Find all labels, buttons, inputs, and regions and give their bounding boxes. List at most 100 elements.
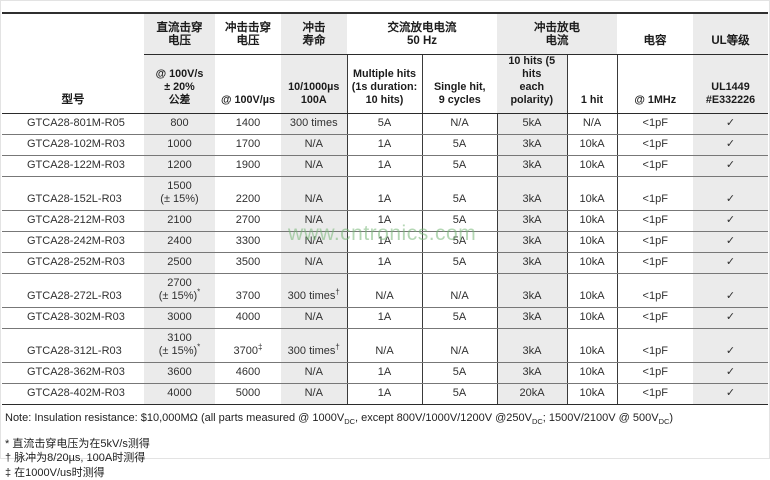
capacitance-cell: <1pF <box>617 231 693 252</box>
impulse-life-cell: 300 times† <box>281 328 347 362</box>
impulse-breakdown-cell: 3700‡ <box>215 328 281 362</box>
insulation-resistance-note: Note: Insulation resistance: $10,000MΩ (… <box>5 412 768 424</box>
note-text: ; 1500V/2100V @ 500V <box>543 412 659 424</box>
dc-breakdown-cell: 4000 <box>144 383 215 404</box>
impulse-life-cell: N/A <box>281 307 347 328</box>
surge-1hit-cell: 10kA <box>567 307 617 328</box>
note-text: ) <box>669 412 673 424</box>
dc-breakdown-cell: 2700 (± 15%)* <box>144 273 215 307</box>
surge-10hits-cell: 3kA <box>497 134 567 155</box>
impulse-breakdown-group-header: 冲击击穿 电压 <box>215 13 281 54</box>
impulse-breakdown-sub-header: @ 100V/µs <box>215 54 281 113</box>
impulse-breakdown-cell: 1400 <box>215 113 281 134</box>
surge-1hit-cell: 10kA <box>567 176 617 210</box>
datasheet-page: { "colors": { "column_shade": "#ebebeb",… <box>0 0 770 459</box>
capacitance-cell: <1pF <box>617 134 693 155</box>
table-header: 型号 直流击穿 电压 冲击击穿 电压 冲击 寿命 交流放电电流 50 Hz 冲击… <box>2 13 768 113</box>
dc-breakdown-cell: 2400 <box>144 231 215 252</box>
ul-rating-group-header: UL等级 <box>693 13 768 54</box>
ul-check-cell: ✓ <box>693 176 768 210</box>
dc-breakdown-cell: 3600 <box>144 362 215 383</box>
impulse-breakdown-cell: 2200 <box>215 176 281 210</box>
model-cell: GTCA28-402M-R03 <box>2 383 144 404</box>
ac-single-hit-cell: 5A <box>422 383 497 404</box>
impulse-life-cell: N/A <box>281 231 347 252</box>
impulse-breakdown-cell: 1900 <box>215 155 281 176</box>
surge-10hits-cell: 3kA <box>497 362 567 383</box>
dc-breakdown-cell: 800 <box>144 113 215 134</box>
surge-1hit-cell: 10kA <box>567 383 617 404</box>
ac-single-hit-cell: 5A <box>422 134 497 155</box>
impulse-breakdown-cell: 3300 <box>215 231 281 252</box>
surge-10hits-cell: 3kA <box>497 210 567 231</box>
capacitance-cell: <1pF <box>617 155 693 176</box>
surge-1hit-cell: 10kA <box>567 273 617 307</box>
ul-check-cell: ✓ <box>693 155 768 176</box>
ac-multiple-hits-cell: 1A <box>347 383 422 404</box>
ac-multiple-hits-sub-header: Multiple hits (1s duration: 10 hits) <box>347 54 422 113</box>
surge-1hit-cell: 10kA <box>567 210 617 231</box>
dc-breakdown-cell: 2500 <box>144 252 215 273</box>
capacitance-cell: <1pF <box>617 307 693 328</box>
note-subscript-dc: DC <box>659 417 670 426</box>
impulse-breakdown-cell: 5000 <box>215 383 281 404</box>
surge-10hits-cell: 20kA <box>497 383 567 404</box>
ac-single-hit-cell: 5A <box>422 252 497 273</box>
capacitance-group-header: 电容 <box>617 13 693 54</box>
surge-10hits-cell: 3kA <box>497 273 567 307</box>
footnote-asterisk: * 直流击穿电压为在5kV/s测得 <box>5 437 768 452</box>
model-cell: GTCA28-212M-R03 <box>2 210 144 231</box>
ul-rating-sub-header: UL1449 #E332226 <box>693 54 768 113</box>
note-subscript-dc: DC <box>344 417 355 426</box>
note-text: Note: Insulation resistance: $10,000MΩ (… <box>5 412 344 424</box>
capacitance-cell: <1pF <box>617 113 693 134</box>
dc-breakdown-cell: 2100 <box>144 210 215 231</box>
ac-multiple-hits-cell: 5A <box>347 113 422 134</box>
model-column-header: 型号 <box>2 13 144 113</box>
model-cell: GTCA28-272L-R03 <box>2 273 144 307</box>
ul-check-cell: ✓ <box>693 210 768 231</box>
ac-multiple-hits-cell: 1A <box>347 362 422 383</box>
ul-check-cell: ✓ <box>693 231 768 252</box>
impulse-life-cell: N/A <box>281 210 347 231</box>
ac-multiple-hits-cell: N/A <box>347 328 422 362</box>
ul-check-cell: ✓ <box>693 273 768 307</box>
model-cell: GTCA28-302M-R03 <box>2 307 144 328</box>
ac-discharge-group-header: 交流放电电流 50 Hz <box>347 13 497 54</box>
impulse-life-cell: N/A <box>281 252 347 273</box>
ac-single-hit-cell: 5A <box>422 155 497 176</box>
note-text: , except 800V/1000V/1200V @250V <box>355 412 532 424</box>
ac-multiple-hits-cell: 1A <box>347 252 422 273</box>
ac-single-hit-cell: N/A <box>422 273 497 307</box>
surge-1hit-cell: 10kA <box>567 231 617 252</box>
ac-single-hit-cell: N/A <box>422 113 497 134</box>
surge-1hit-cell: 10kA <box>567 155 617 176</box>
capacitance-cell: <1pF <box>617 210 693 231</box>
dc-breakdown-cell: 3100 (± 15%)* <box>144 328 215 362</box>
surge-1hit-sub-header: 1 hit <box>567 54 617 113</box>
surge-1hit-cell: 10kA <box>567 134 617 155</box>
impulse-breakdown-cell: 4600 <box>215 362 281 383</box>
impulse-life-cell: N/A <box>281 155 347 176</box>
model-cell: GTCA28-242M-R03 <box>2 231 144 252</box>
ul-check-cell: ✓ <box>693 113 768 134</box>
dc-breakdown-cell: 3000 <box>144 307 215 328</box>
model-cell: GTCA28-801M-R05 <box>2 113 144 134</box>
ul-check-cell: ✓ <box>693 328 768 362</box>
surge-10hits-cell: 3kA <box>497 307 567 328</box>
ul-check-cell: ✓ <box>693 134 768 155</box>
dc-breakdown-group-header: 直流击穿 电压 <box>144 13 215 54</box>
surge-1hit-cell: N/A <box>567 113 617 134</box>
capacitance-cell: <1pF <box>617 252 693 273</box>
surge-10hits-cell: 3kA <box>497 252 567 273</box>
impulse-breakdown-cell: 2700 <box>215 210 281 231</box>
impulse-life-cell: N/A <box>281 383 347 404</box>
surge-1hit-cell: 10kA <box>567 362 617 383</box>
